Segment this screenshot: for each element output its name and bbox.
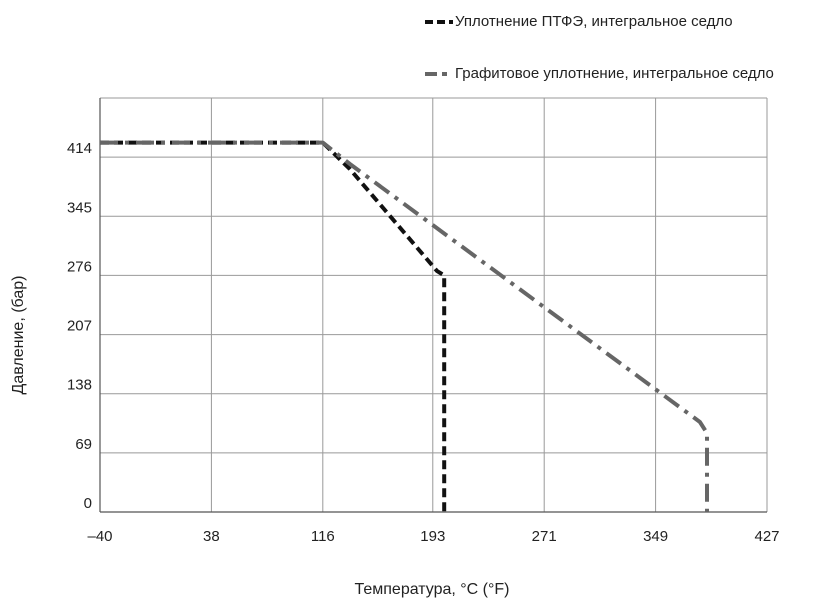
- y-tick-label: 207: [67, 318, 92, 335]
- y-tick-label: 0: [84, 495, 92, 512]
- series-line-ptfe: [100, 140, 447, 512]
- chart-axes: [99, 98, 767, 513]
- y-tick-label: 414: [67, 140, 92, 157]
- y-tick-label: 276: [67, 258, 92, 275]
- legend-label-graphite: Графитовое уплотнение, интегральное седл…: [455, 65, 774, 82]
- x-tick-label: 116: [311, 528, 335, 545]
- x-tick-label: 193: [420, 528, 445, 545]
- chart-series: [100, 140, 709, 512]
- chart-grid: [99, 97, 768, 513]
- x-tick-label: –40: [87, 528, 112, 545]
- y-tick-label: 345: [67, 199, 92, 216]
- y-tick-label: 69: [75, 436, 92, 453]
- series-line-graphite: [100, 140, 709, 512]
- x-axis-title: Температура, °C (°F): [354, 581, 509, 598]
- y-axis-title: Давление, (бар): [10, 276, 27, 395]
- chart-tick-labels: 0 69 138 207 276 345 414 –40 38 116 193 271 349 427: [67, 140, 780, 545]
- x-tick-label: 271: [532, 528, 557, 545]
- x-tick-label: 349: [643, 528, 668, 545]
- chart-legend: Уплотнение ПТФЭ, интегральное седло Граф…: [425, 13, 774, 82]
- y-tick-label: 138: [67, 377, 92, 394]
- x-tick-label: 427: [754, 528, 779, 545]
- legend-label-ptfe: Уплотнение ПТФЭ, интегральное седло: [455, 13, 733, 30]
- x-tick-label: 38: [203, 528, 220, 545]
